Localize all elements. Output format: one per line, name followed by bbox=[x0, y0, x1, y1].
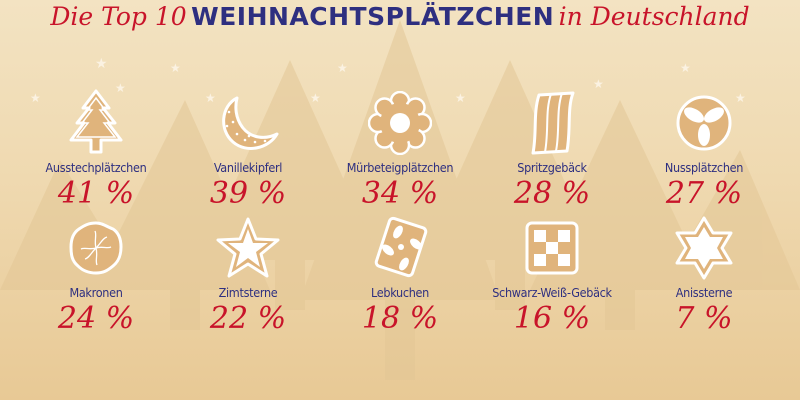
cookie-name: Ausstechplätzchen bbox=[45, 160, 147, 175]
svg-text:★: ★ bbox=[170, 61, 181, 75]
cookie-item: Mürbeteigplätzchen 34 % bbox=[324, 88, 476, 211]
cookie-percentage: 16 % bbox=[513, 301, 591, 336]
title-part-2: WEIHNACHTSPLÄTZCHEN bbox=[191, 2, 555, 31]
cookie-name: Anissterne bbox=[675, 285, 733, 300]
cookie-percentage: 39 % bbox=[209, 176, 287, 211]
svg-text:★: ★ bbox=[455, 91, 466, 105]
svg-text:★: ★ bbox=[30, 91, 41, 105]
svg-text:★: ★ bbox=[95, 55, 108, 71]
piped-cookie-icon bbox=[517, 88, 587, 158]
cookie-percentage: 34 % bbox=[361, 176, 439, 211]
grid-row-2: Makronen 24 % Zimtsterne 22 % Lebkuchen … bbox=[20, 213, 780, 336]
cookie-name: Schwarz-Weiß-Gebäck bbox=[492, 285, 612, 300]
svg-text:★: ★ bbox=[593, 77, 604, 91]
svg-text:★: ★ bbox=[115, 81, 126, 95]
svg-text:★: ★ bbox=[680, 61, 691, 75]
grid-row-1: Ausstechplätzchen 41 % Vanillekipferl 39… bbox=[20, 88, 780, 211]
cookie-name: Makronen bbox=[69, 285, 123, 300]
cookie-name: Nussplätzchen bbox=[664, 160, 744, 175]
cookie-item: Lebkuchen 18 % bbox=[324, 213, 476, 336]
svg-text:★: ★ bbox=[310, 91, 321, 105]
cookie-percentage: 7 % bbox=[675, 301, 733, 336]
cookie-item: Schwarz-Weiß-Gebäck 16 % bbox=[476, 213, 628, 336]
svg-text:★: ★ bbox=[205, 91, 216, 105]
cookie-name: Spritzgebäck bbox=[517, 160, 587, 175]
title-part-3: in Deutschland bbox=[558, 2, 750, 31]
gingerbread-icon bbox=[365, 213, 435, 283]
page-title: Die Top 10 WEIHNACHTSPLÄTZCHEN in Deutsc… bbox=[0, 2, 800, 31]
cookie-percentage: 27 % bbox=[665, 176, 743, 211]
cookie-item: Makronen 24 % bbox=[20, 213, 172, 336]
title-part-1: Die Top 10 bbox=[50, 2, 187, 31]
cookie-percentage: 41 % bbox=[57, 176, 135, 211]
cookie-percentage: 24 % bbox=[57, 301, 135, 336]
cookie-item: Spritzgebäck 28 % bbox=[476, 88, 628, 211]
cookie-item: Ausstechplätzchen 41 % bbox=[20, 88, 172, 211]
macaroon-icon bbox=[61, 213, 131, 283]
star-icons: ★ ★ ★ ★ ★ ★ ★ ★ ★ ★ ★ bbox=[30, 55, 746, 105]
anise-star-icon bbox=[669, 213, 739, 283]
cookie-name: Vanillekipferl bbox=[213, 160, 283, 175]
cookie-item: Zimtsterne 22 % bbox=[172, 213, 324, 336]
crescent-cookie-icon bbox=[213, 88, 283, 158]
cookie-grid: Ausstechplätzchen 41 % Vanillekipferl 39… bbox=[20, 88, 780, 336]
flower-cookie-icon bbox=[365, 88, 435, 158]
cinnamon-star-icon bbox=[213, 213, 283, 283]
cookie-name: Zimtsterne bbox=[218, 285, 278, 300]
cookie-name: Mürbeteigplätzchen bbox=[346, 160, 454, 175]
checkerboard-cookie-icon bbox=[517, 213, 587, 283]
svg-text:★: ★ bbox=[735, 91, 746, 105]
svg-text:★: ★ bbox=[337, 61, 348, 75]
cookie-percentage: 28 % bbox=[513, 176, 591, 211]
cookie-percentage: 18 % bbox=[361, 301, 439, 336]
tree-cookie-icon bbox=[61, 88, 131, 158]
cookie-item: Vanillekipferl 39 % bbox=[172, 88, 324, 211]
cookie-percentage: 22 % bbox=[209, 301, 287, 336]
cookie-name: Lebkuchen bbox=[370, 285, 430, 300]
cookie-item: Anissterne 7 % bbox=[628, 213, 780, 336]
nut-cookie-icon bbox=[669, 88, 739, 158]
cookie-item: Nussplätzchen 27 % bbox=[628, 88, 780, 211]
